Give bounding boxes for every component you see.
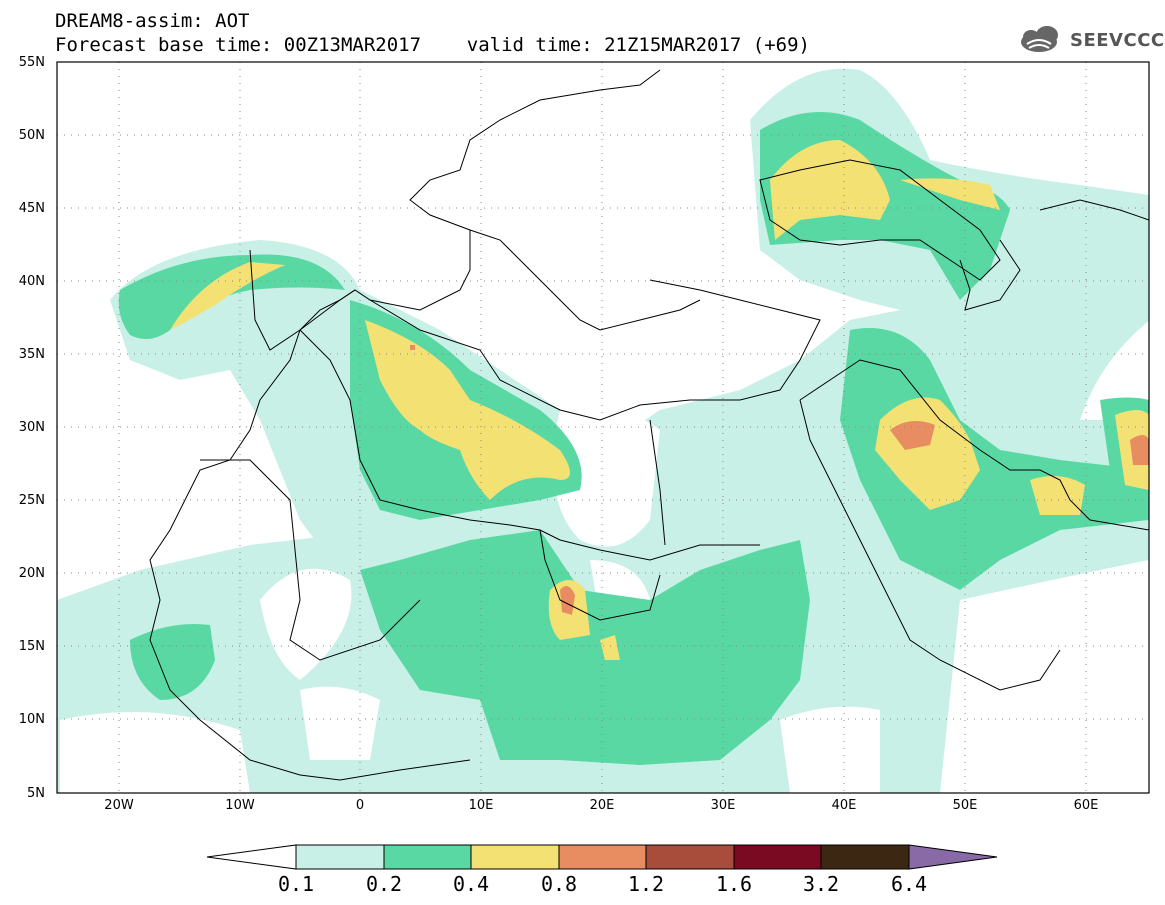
map-frame	[56, 61, 1150, 794]
lat-tick-label: 45N	[18, 201, 45, 216]
aot-clear-areas	[60, 320, 1149, 793]
colorbar-label: 0.2	[365, 872, 403, 896]
lat-tick-label: 20N	[18, 566, 45, 581]
colorbar-label: 1.6	[715, 872, 753, 896]
lon-tick-label: 50E	[952, 798, 978, 813]
lon-tick-label: 20E	[589, 798, 615, 813]
title-line-1: DREAM8-assim: AOT	[55, 10, 250, 32]
lon-tick-label: 10W	[225, 798, 255, 813]
lat-tick-label: 35N	[18, 347, 45, 362]
lon-tick-label: 30E	[710, 798, 736, 813]
colorbar-label: 0.4	[452, 872, 490, 896]
aot-shading	[57, 68, 1149, 793]
colorbar-label: 1.2	[627, 872, 665, 896]
lon-tick-label: 20W	[104, 798, 134, 813]
lat-tick-label: 15N	[18, 639, 45, 654]
lat-tick-label: 55N	[18, 55, 45, 70]
colorbar-label: 3.2	[802, 872, 840, 896]
lon-tick-label: 40E	[831, 798, 857, 813]
coastlines	[149, 69, 1149, 781]
logo-text: SEEVCCC	[1070, 30, 1165, 51]
lon-tick-label: 0	[355, 798, 365, 813]
graticule	[57, 62, 1149, 793]
lat-tick-label: 30N	[18, 420, 45, 435]
lon-tick-label: 60E	[1073, 798, 1099, 813]
title-line-2: Forecast base time: 00Z13MAR2017 valid t…	[55, 34, 810, 56]
aot-level-0.8	[410, 345, 1149, 615]
colorbar-label: 6.4	[890, 872, 928, 896]
seevccc-logo	[1021, 26, 1058, 52]
lat-tick-label: 5N	[27, 786, 45, 801]
colorbar-label: 0.1	[277, 872, 315, 896]
lat-tick-label: 25N	[18, 493, 45, 508]
lat-tick-label: 10N	[18, 712, 45, 727]
lat-tick-label: 40N	[18, 274, 45, 289]
lat-tick-label: 50N	[18, 128, 45, 143]
lon-tick-label: 10E	[468, 798, 494, 813]
cloud-icon	[1021, 26, 1058, 52]
colorbar-label: 0.8	[540, 872, 578, 896]
